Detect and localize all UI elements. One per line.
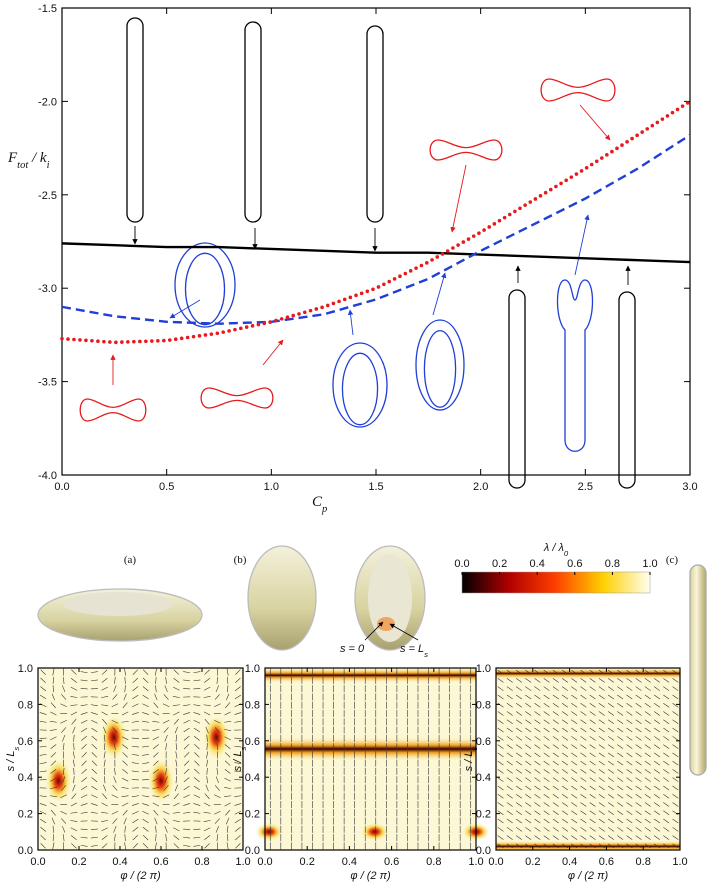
plot-frame [495, 667, 681, 851]
series-line [61, 134, 691, 325]
x-tick-label: 0.4 [562, 856, 577, 868]
annotation-sub: s [424, 650, 428, 659]
panel-label: (c) [666, 554, 679, 566]
y-tick-label: 0.8 [476, 699, 491, 711]
y-tick-label: 0.6 [18, 736, 33, 748]
x-tick-label: 0.8 [426, 856, 441, 868]
y-tick-label: 0.0 [476, 845, 491, 857]
x-tick-label: 0.2 [525, 856, 540, 868]
x-tick-label: 2.0 [473, 481, 488, 493]
y-axis-label-part: F [7, 150, 18, 166]
x-axis-label: φ / (2 π) [568, 870, 609, 882]
y-tick-label: 0.2 [18, 809, 33, 821]
x-axis-label: Cp [312, 494, 327, 515]
y-axis-label-part: s / L [5, 751, 17, 772]
x-tick-label: 0.5 [159, 481, 174, 493]
y-axis-label-sub: s [12, 747, 21, 751]
x-axis-label-part: C [312, 494, 323, 510]
colorbar-title: λ / λ0 [543, 542, 569, 558]
x-tick-label: 0.8 [636, 856, 651, 868]
series-line [60, 99, 692, 345]
y-tick-label: 0.2 [245, 809, 260, 821]
annotation: s = Ls [400, 643, 428, 659]
annotation-part: s = L [400, 643, 424, 655]
y-tick-label: -3.5 [38, 377, 57, 389]
colorbar-title-sub: 0 [564, 549, 569, 558]
y-tick-label: -2.5 [38, 190, 57, 202]
x-tick-label: 0.0 [30, 856, 45, 868]
y-axis-label-part: s / L [463, 751, 475, 772]
shape-insets [37, 17, 707, 852]
plot-frame [264, 667, 477, 851]
y-axis-label: Ftot / ki [7, 150, 50, 171]
y-axis-label-sub: s [470, 747, 479, 751]
x-tick-label: 0.2 [300, 856, 315, 868]
series-line [61, 242, 691, 264]
x-tick-label: 0.4 [342, 856, 357, 868]
y-tick-label: -4.0 [38, 470, 57, 482]
x-tick-label: 1.0 [264, 481, 279, 493]
colorbar-tick-label: 0.8 [605, 558, 620, 570]
y-axis-label-sub: tot [17, 160, 29, 171]
annotation-part: s = 0 [340, 643, 365, 655]
colorbar-tick-label: 0.6 [567, 558, 582, 570]
colorbar-tick-label: 0.0 [454, 558, 469, 570]
colorbar [461, 571, 651, 594]
plot-frame [61, 7, 691, 476]
colorbar-title-part: λ / λ [543, 542, 564, 554]
colorbar-tick-label: 1.0 [642, 558, 657, 570]
x-tick-label: 0.0 [54, 481, 69, 493]
y-tick-label: -3.0 [38, 283, 57, 295]
plot-frame [37, 667, 244, 851]
y-tick-label: -2.0 [38, 96, 57, 108]
colorbar-tick-label: 0.2 [492, 558, 507, 570]
y-tick-label: 1.0 [476, 663, 491, 675]
y-tick-label: 0.4 [245, 772, 260, 784]
x-axis-label: φ / (2 π) [120, 870, 161, 882]
x-tick-label: 3.0 [682, 481, 697, 493]
x-axis-label: φ / (2 π) [350, 870, 391, 882]
x-tick-label: 0.6 [153, 856, 168, 868]
y-tick-label: 0.0 [18, 845, 33, 857]
y-axis-label-part: / k [28, 150, 47, 166]
x-tick-label: 2.5 [578, 481, 593, 493]
y-tick-label: 0.2 [476, 809, 491, 821]
y-axis-label: s / Ls [232, 747, 248, 772]
y-axis-label: s / Ls [463, 747, 479, 772]
annotation: s = 0 [340, 643, 365, 655]
y-tick-label: 0.4 [18, 772, 33, 784]
x-tick-label: 0.0 [488, 856, 503, 868]
x-tick-label: 0.6 [599, 856, 614, 868]
y-tick-label: 0.8 [18, 699, 33, 711]
y-tick-label: 0.6 [245, 736, 260, 748]
y-axis-label: s / Ls [5, 747, 21, 772]
y-axis-label-sub: s [239, 747, 248, 751]
x-tick-label: 1.0 [468, 856, 483, 868]
y-tick-label: 0.0 [245, 845, 260, 857]
x-tick-label: 0.0 [257, 856, 272, 868]
y-axis-label-part: s / L [232, 751, 244, 772]
y-tick-label: 0.4 [476, 772, 491, 784]
x-tick-label: 0.6 [384, 856, 399, 868]
x-tick-label: 0.8 [194, 856, 209, 868]
y-tick-label: 1.0 [245, 663, 260, 675]
x-axis-label-sub: p [321, 504, 327, 515]
x-tick-label: 1.0 [235, 856, 250, 868]
x-tick-label: 0.2 [71, 856, 86, 868]
x-tick-label: 0.4 [112, 856, 127, 868]
x-tick-label: 1.0 [672, 856, 687, 868]
panel-label: (a) [124, 554, 137, 566]
x-tick-label: 1.5 [368, 481, 383, 493]
y-tick-label: 0.6 [476, 736, 491, 748]
y-tick-label: 1.0 [18, 663, 33, 675]
y-axis-label-sub: i [47, 160, 50, 171]
colorbar-tick-label: 0.4 [530, 558, 545, 570]
y-tick-label: -1.5 [38, 3, 57, 15]
panel-label: (b) [234, 554, 247, 566]
y-tick-label: 0.8 [245, 699, 260, 711]
